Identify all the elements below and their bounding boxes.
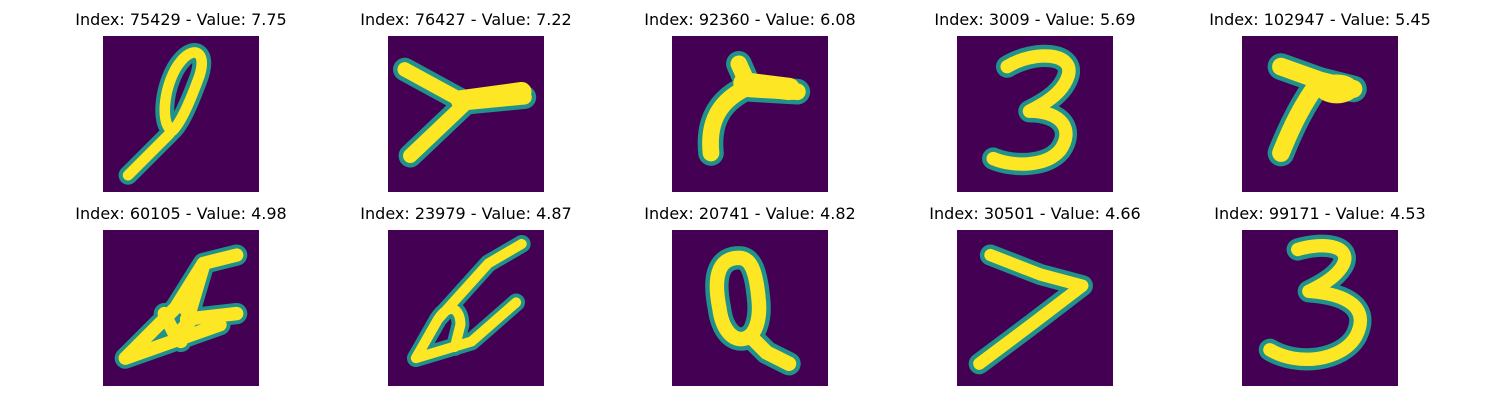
panel-title: Index: 30501 - Value: 4.66 xyxy=(929,204,1141,223)
digit-image xyxy=(103,36,259,192)
digit-image xyxy=(1242,230,1398,386)
panel-title: Index: 23979 - Value: 4.87 xyxy=(360,204,572,223)
digit-image xyxy=(672,230,828,386)
digit-image xyxy=(388,230,544,386)
panel-title: Index: 3009 - Value: 5.69 xyxy=(934,10,1136,29)
panel-title: Index: 99171 - Value: 4.53 xyxy=(1214,204,1426,223)
panel-title: Index: 75429 - Value: 7.75 xyxy=(75,10,287,29)
digit-image xyxy=(672,36,828,192)
panel-title: Index: 92360 - Value: 6.08 xyxy=(644,10,856,29)
panel-title: Index: 60105 - Value: 4.98 xyxy=(75,204,287,223)
panel-title: Index: 20741 - Value: 4.82 xyxy=(644,204,856,223)
panel-title: Index: 102947 - Value: 5.45 xyxy=(1209,10,1431,29)
panel-title: Index: 76427 - Value: 7.22 xyxy=(360,10,572,29)
digit-image xyxy=(957,36,1113,192)
digit-image xyxy=(388,36,544,192)
digit-image xyxy=(103,230,259,386)
digit-image xyxy=(957,230,1113,386)
digit-image xyxy=(1242,36,1398,192)
